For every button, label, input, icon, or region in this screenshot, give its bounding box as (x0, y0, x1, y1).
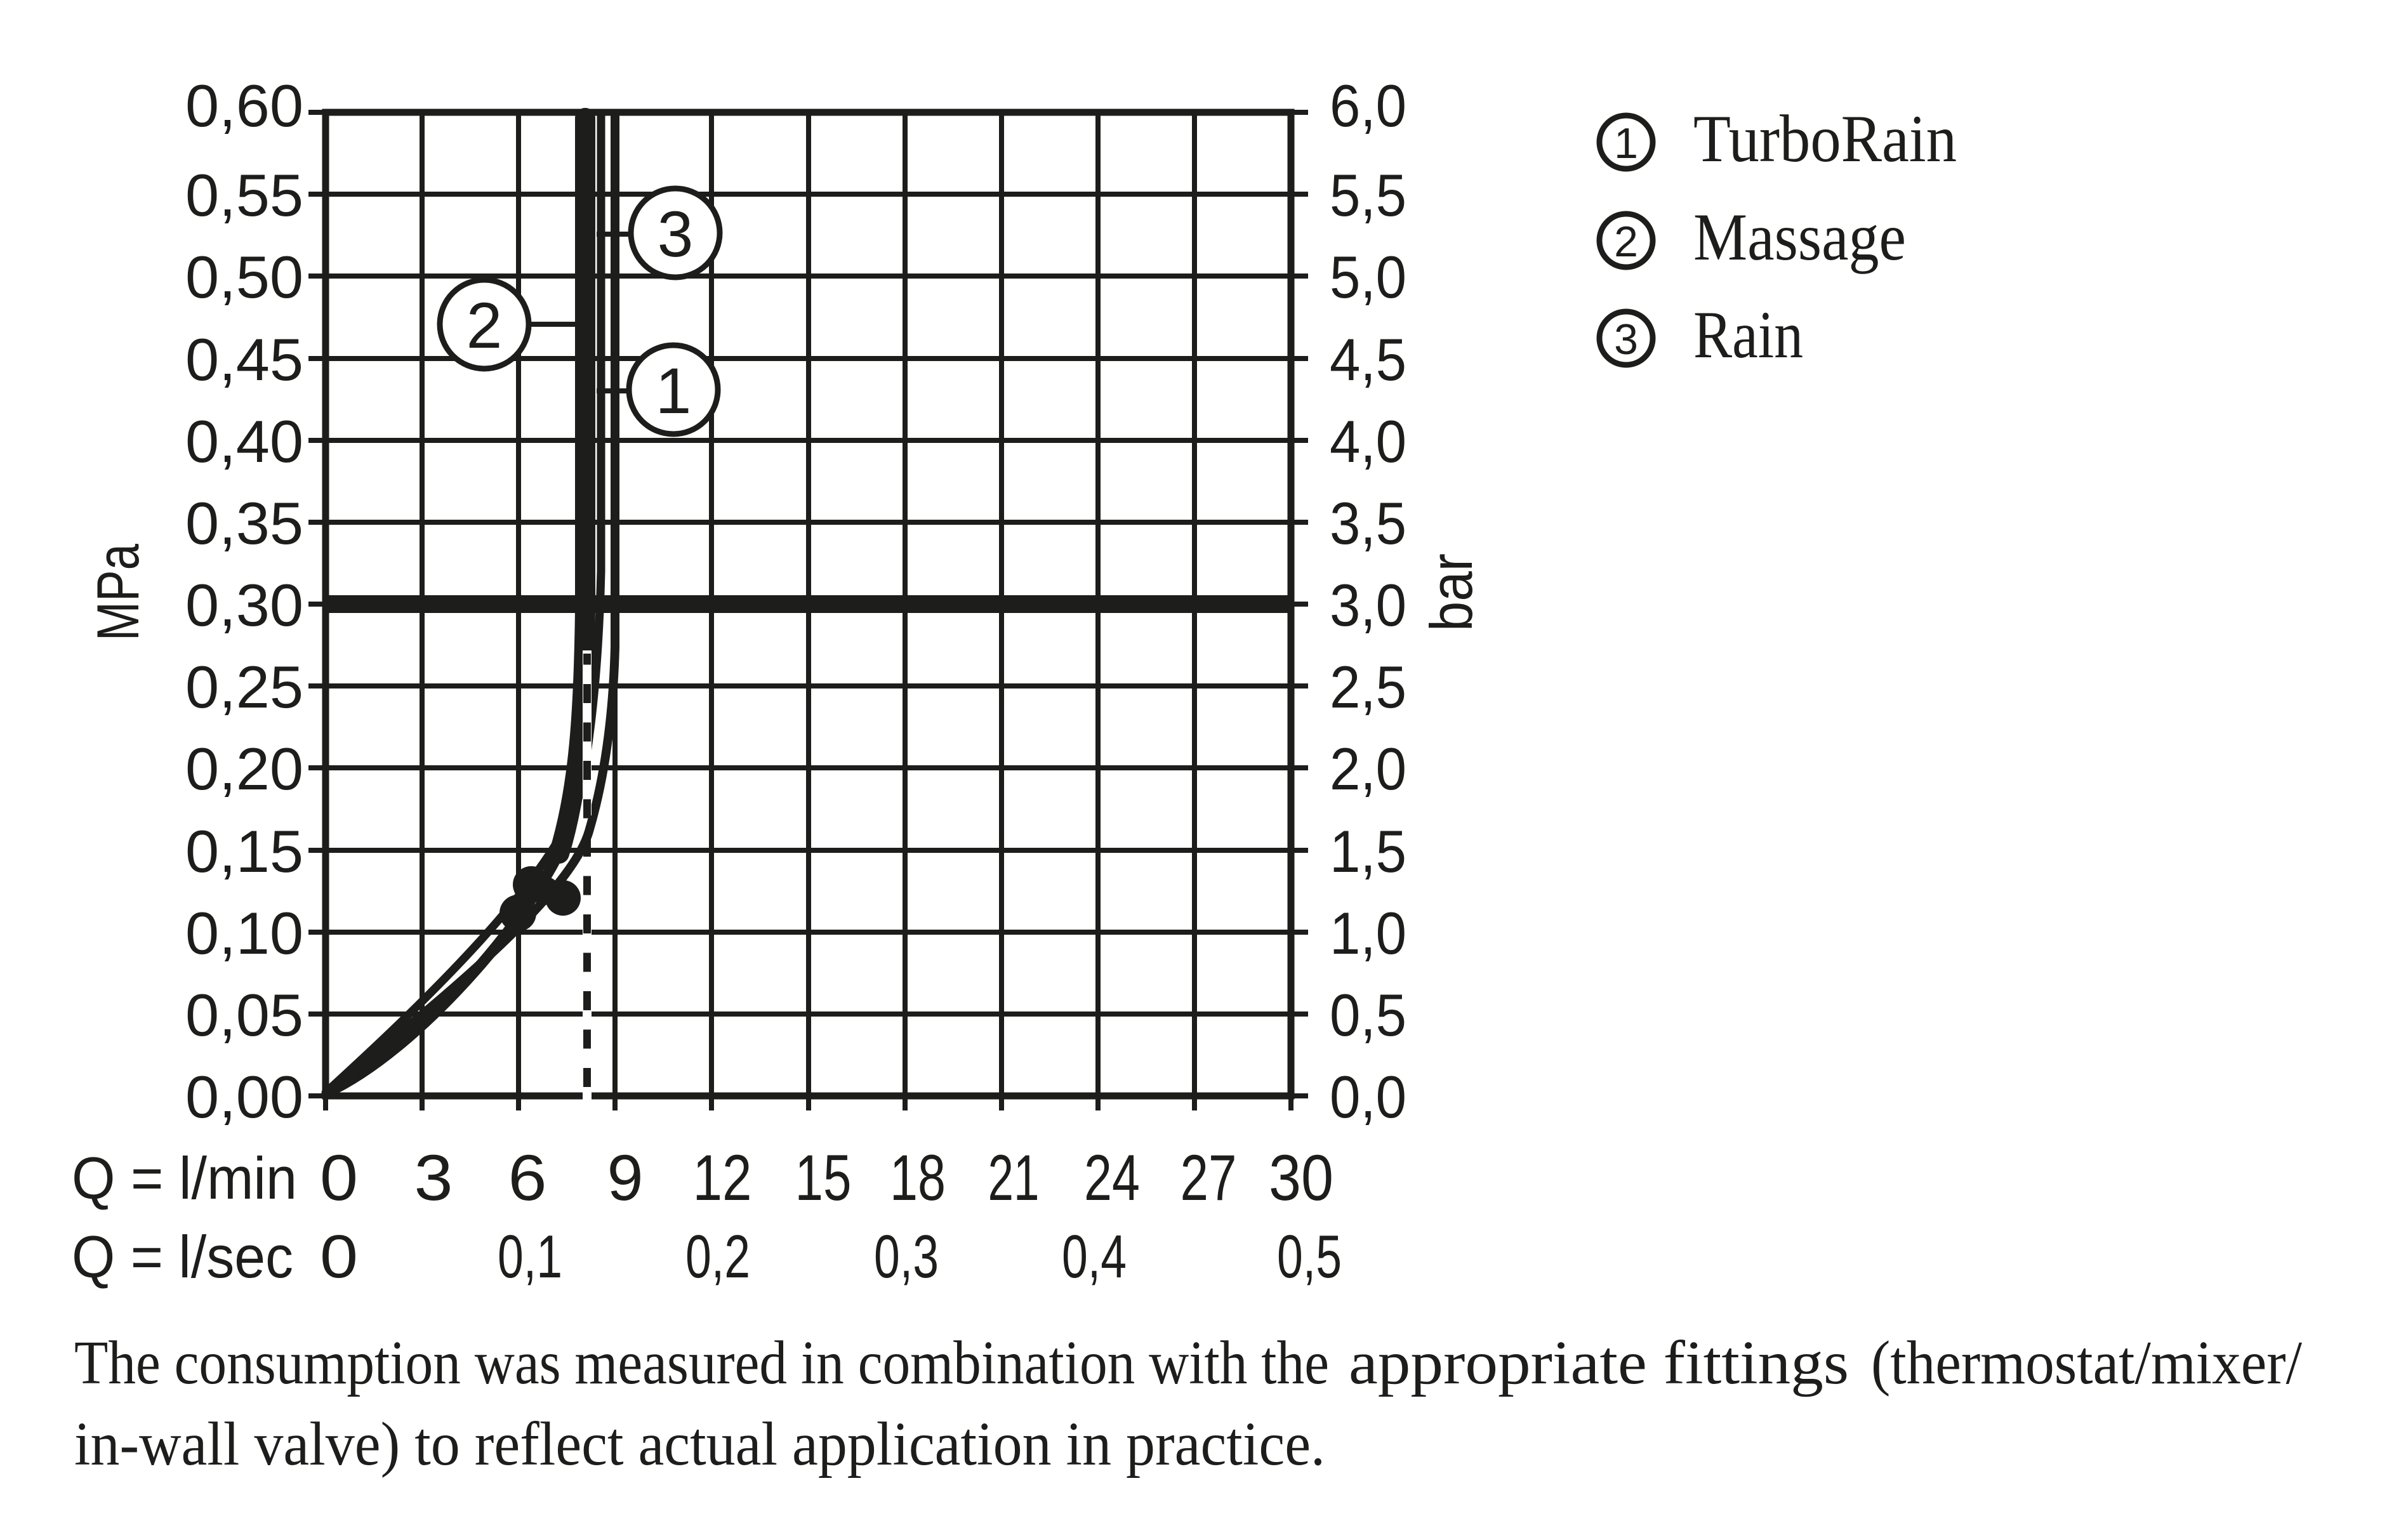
svg-text:15: 15 (795, 1142, 852, 1214)
svg-text:1: 1 (656, 355, 692, 427)
svg-text:appropriate fittings: appropriate fittings (1349, 1329, 1849, 1397)
svg-text:18: 18 (890, 1142, 946, 1214)
svg-text:MPa: MPa (84, 543, 151, 641)
svg-text:0,1: 0,1 (498, 1223, 562, 1291)
svg-text:0,10: 0,10 (185, 900, 303, 966)
svg-text:0,00: 0,00 (185, 1064, 303, 1130)
svg-text:Q = l/sec: Q = l/sec (72, 1223, 293, 1290)
svg-text:2,5: 2,5 (1330, 654, 1406, 720)
svg-text:0: 0 (320, 1223, 358, 1291)
svg-text:The consumption was measured i: The consumption was measured in combinat… (74, 1329, 1329, 1397)
svg-text:0,45: 0,45 (185, 326, 303, 393)
svg-text:27: 27 (1181, 1142, 1237, 1214)
svg-text:2,0: 2,0 (1330, 735, 1406, 802)
svg-text:3: 3 (1614, 315, 1638, 364)
svg-text:2: 2 (1614, 218, 1638, 266)
svg-text:0,30: 0,30 (185, 572, 303, 638)
svg-text:4,0: 4,0 (1330, 408, 1406, 475)
svg-text:9: 9 (607, 1142, 644, 1214)
svg-text:24: 24 (1084, 1142, 1140, 1214)
svg-text:0,5: 0,5 (1330, 982, 1406, 1048)
svg-text:3,0: 3,0 (1330, 572, 1406, 638)
svg-text:6: 6 (508, 1142, 547, 1214)
svg-text:5,0: 5,0 (1330, 244, 1406, 310)
svg-text:0,35: 0,35 (185, 490, 303, 557)
svg-text:0,4: 0,4 (1062, 1223, 1127, 1291)
svg-text:12: 12 (693, 1142, 752, 1214)
svg-text:0: 0 (320, 1142, 358, 1214)
svg-text:0,55: 0,55 (185, 162, 303, 228)
svg-text:4,5: 4,5 (1330, 326, 1406, 393)
svg-text:bar: bar (1418, 553, 1485, 631)
svg-text:2: 2 (466, 289, 503, 362)
svg-text:3,5: 3,5 (1330, 490, 1406, 557)
svg-text:0,50: 0,50 (185, 244, 303, 310)
svg-text:Rain: Rain (1693, 298, 1803, 372)
svg-text:0,3: 0,3 (874, 1223, 939, 1291)
svg-text:6,0: 6,0 (1330, 72, 1406, 139)
svg-text:0,40: 0,40 (185, 408, 303, 475)
svg-text:in-wall valve) to reflect actu: in-wall valve) to reflect actual applica… (74, 1410, 1325, 1478)
svg-text:5,5: 5,5 (1330, 162, 1406, 228)
svg-text:0,25: 0,25 (185, 654, 303, 720)
svg-text:(thermostat/mixer/: (thermostat/mixer/ (1871, 1329, 2302, 1397)
svg-text:3: 3 (414, 1142, 453, 1214)
svg-text:0,15: 0,15 (185, 818, 303, 885)
svg-text:1,0: 1,0 (1330, 900, 1406, 966)
svg-text:0,2: 0,2 (685, 1223, 750, 1291)
svg-text:30: 30 (1269, 1142, 1333, 1214)
svg-text:1: 1 (1614, 119, 1638, 168)
svg-text:21: 21 (988, 1142, 1040, 1214)
svg-text:0,5: 0,5 (1277, 1223, 1342, 1291)
svg-text:Q = l/min: Q = l/min (72, 1145, 297, 1211)
svg-text:Massage: Massage (1693, 200, 1906, 274)
svg-text:0,0: 0,0 (1330, 1064, 1406, 1130)
svg-text:3: 3 (658, 198, 694, 270)
svg-text:0,20: 0,20 (185, 735, 303, 802)
svg-text:0,60: 0,60 (185, 72, 303, 139)
svg-text:0,05: 0,05 (185, 982, 303, 1048)
svg-text:TurboRain: TurboRain (1693, 102, 1957, 176)
svg-text:1,5: 1,5 (1330, 818, 1406, 885)
